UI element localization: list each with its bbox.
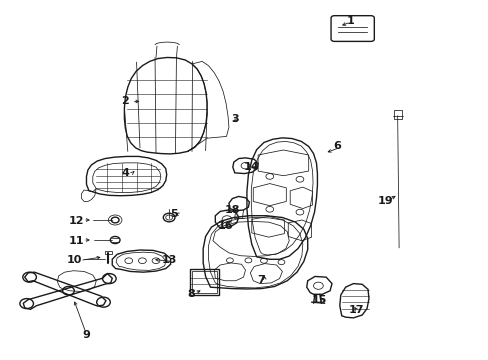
Text: 19: 19 — [377, 197, 392, 206]
Text: 10: 10 — [66, 255, 82, 265]
Text: 9: 9 — [82, 330, 90, 341]
Text: 17: 17 — [348, 305, 364, 315]
Text: 1: 1 — [346, 16, 354, 26]
Bar — [105, 251, 112, 254]
Bar — [190, 269, 219, 295]
Text: 5: 5 — [170, 209, 178, 219]
Text: 3: 3 — [230, 114, 238, 124]
Text: 13: 13 — [161, 255, 177, 265]
Text: 14: 14 — [244, 162, 259, 172]
Text: 7: 7 — [257, 275, 265, 285]
Bar — [393, 111, 401, 119]
Text: 11: 11 — [69, 236, 84, 246]
Bar — [192, 271, 216, 293]
Text: 15: 15 — [311, 295, 327, 305]
Text: 16: 16 — [217, 221, 232, 231]
Text: 18: 18 — [224, 205, 240, 215]
Text: 4: 4 — [121, 168, 129, 178]
Text: 8: 8 — [187, 289, 195, 299]
Text: 12: 12 — [69, 216, 84, 226]
Text: 6: 6 — [332, 141, 340, 151]
Text: 2: 2 — [121, 96, 129, 107]
